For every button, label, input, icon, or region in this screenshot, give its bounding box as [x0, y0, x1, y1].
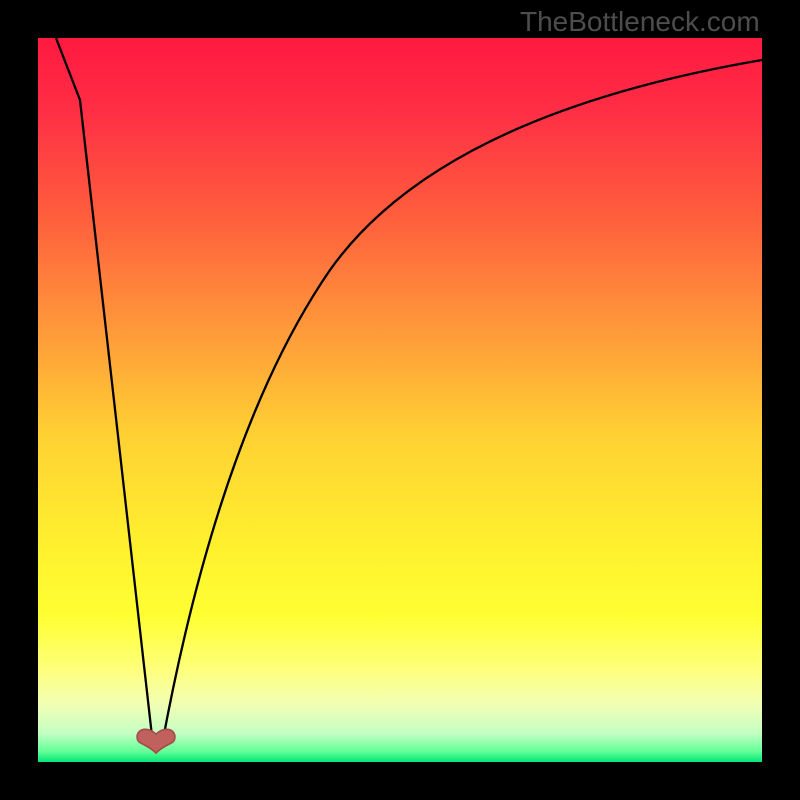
chart-stage: TheBottleneck.com	[0, 0, 800, 800]
valley-heart-marker	[137, 729, 175, 753]
curve-overlay	[0, 0, 800, 800]
left-curve	[56, 38, 153, 745]
watermark-text: TheBottleneck.com	[520, 6, 760, 38]
right-log-curve	[162, 60, 762, 745]
